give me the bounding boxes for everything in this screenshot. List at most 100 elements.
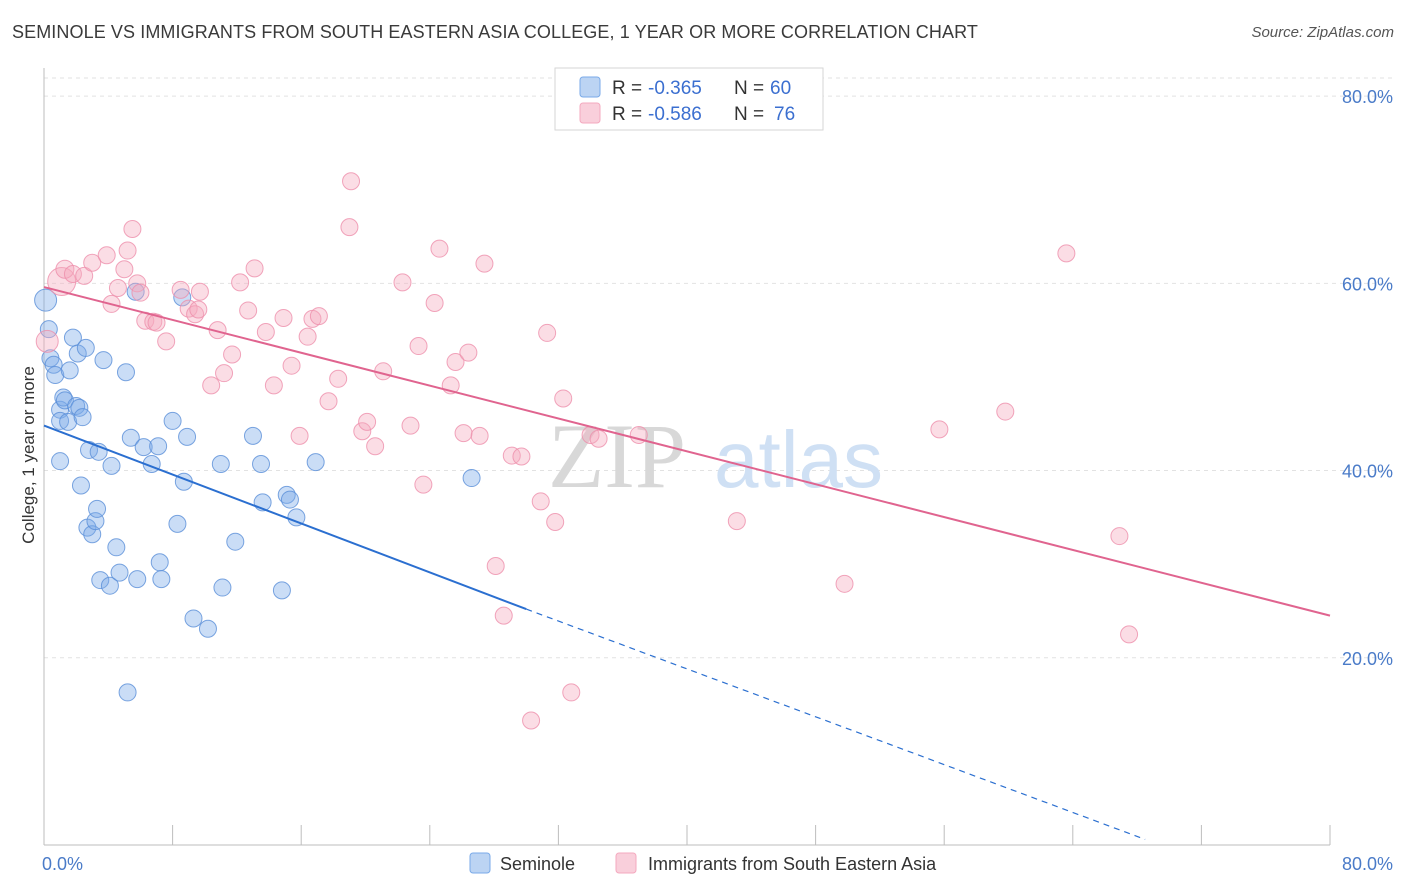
point-immigrants-76 <box>1110 527 1129 546</box>
trend-line-immigrants <box>43 286 1331 617</box>
point-immigrants-59 <box>494 606 513 625</box>
point-immigrants-55 <box>459 343 478 362</box>
legend: R = -0.365 N = 60 R = -0.586 N = 76 <box>554 67 824 131</box>
point-seminole-39 <box>150 553 169 572</box>
trend-line-seminole <box>43 424 527 611</box>
point-immigrants-75 <box>1057 244 1076 263</box>
point-immigrants-27 <box>231 273 250 292</box>
point-seminole-4 <box>46 366 65 385</box>
point-immigrants-62 <box>522 711 541 730</box>
point-immigrants-72 <box>835 574 854 593</box>
legend-n-label-2: N = <box>734 104 764 125</box>
point-immigrants-6 <box>97 246 116 265</box>
trend-lines <box>43 286 1331 840</box>
point-immigrants-30 <box>256 322 275 341</box>
point-immigrants-74 <box>996 402 1015 421</box>
point-seminole-32 <box>118 683 137 702</box>
point-immigrants-42 <box>353 422 372 441</box>
point-immigrants-32 <box>274 308 293 327</box>
y-tick-labels: 20.0% 40.0% 60.0% 80.0% <box>1342 87 1393 669</box>
point-seminole-26 <box>94 351 113 370</box>
point-seminole-59 <box>462 469 481 488</box>
point-immigrants-57 <box>475 254 494 273</box>
point-immigrants-17 <box>157 332 176 351</box>
point-immigrants-26 <box>223 345 242 364</box>
point-seminole-0 <box>34 288 58 312</box>
grid-lines <box>44 77 1393 659</box>
point-seminole-50 <box>226 532 245 551</box>
point-seminole-15 <box>70 398 89 417</box>
point-seminole-35 <box>128 570 147 589</box>
point-seminole-45 <box>178 427 197 446</box>
point-immigrants-16 <box>147 313 166 332</box>
legend-r-value-2: -0.586 <box>648 104 702 125</box>
point-immigrants-47 <box>401 416 420 435</box>
point-immigrants-64 <box>538 323 557 342</box>
point-immigrants-22 <box>190 282 209 301</box>
point-seminole-42 <box>168 514 187 533</box>
point-seminole-47 <box>198 619 217 638</box>
bottom-legend-label-immigrants: Immigrants from South Eastern Asia <box>648 854 937 874</box>
point-immigrants-1 <box>47 266 77 296</box>
point-immigrants-4 <box>75 266 94 285</box>
point-immigrants-23 <box>202 376 221 395</box>
point-seminole-43 <box>173 288 192 307</box>
point-immigrants-9 <box>115 260 134 279</box>
point-immigrants-25 <box>215 364 234 383</box>
point-immigrants-3 <box>63 264 82 283</box>
x-tick-label-max: 80.0% <box>1342 854 1393 874</box>
y-tick-label-20: 20.0% <box>1342 649 1393 669</box>
point-seminole-29 <box>107 538 126 557</box>
point-immigrants-56 <box>470 426 489 445</box>
bottom-legend-label-seminole: Seminole <box>500 854 575 874</box>
point-immigrants-58 <box>486 557 505 576</box>
point-immigrants-0 <box>35 329 59 353</box>
point-seminole-10 <box>59 412 78 431</box>
point-immigrants-29 <box>245 259 264 278</box>
legend-swatch-seminole <box>579 76 601 98</box>
point-immigrants-50 <box>425 293 444 312</box>
point-immigrants-38 <box>319 392 338 411</box>
point-seminole-49 <box>213 578 232 597</box>
watermark-atlas: atlas <box>714 415 883 504</box>
point-seminole-33 <box>121 428 140 447</box>
point-immigrants-44 <box>366 437 385 456</box>
trend-line-extension-seminole <box>526 608 1146 840</box>
point-seminole-9 <box>55 391 74 410</box>
point-immigrants-66 <box>554 389 573 408</box>
bottom-legend-swatch-seminole <box>469 852 491 874</box>
legend-r-label-2: R = <box>612 104 642 125</box>
point-immigrants-2 <box>55 259 75 279</box>
point-immigrants-37 <box>309 307 328 326</box>
point-seminole-16 <box>71 476 90 495</box>
point-immigrants-46 <box>393 273 412 292</box>
legend-n-value-1: 60 <box>770 78 791 99</box>
point-immigrants-11 <box>123 220 142 239</box>
point-seminole-36 <box>134 438 153 457</box>
y-axis-label: College, 1 year or more <box>19 366 38 544</box>
point-immigrants-40 <box>340 218 359 237</box>
legend-r-value-1: -0.365 <box>648 78 702 99</box>
point-seminole-58 <box>306 453 325 472</box>
point-seminole-54 <box>272 581 291 600</box>
legend-n-value-2: 76 <box>774 104 795 125</box>
y-tick-label-60: 60.0% <box>1342 274 1393 294</box>
bottom-legend-swatch-immigrants <box>615 852 637 874</box>
watermark: ZIP atlas <box>548 405 883 507</box>
point-immigrants-35 <box>298 327 317 346</box>
point-seminole-25 <box>91 571 110 590</box>
point-immigrants-49 <box>414 475 433 494</box>
point-seminole-8 <box>54 388 73 407</box>
point-immigrants-12 <box>128 274 147 293</box>
point-immigrants-10 <box>118 241 137 260</box>
legend-r-label-1: R = <box>612 78 642 99</box>
point-seminole-1 <box>39 320 58 339</box>
point-seminole-30 <box>110 563 129 582</box>
point-immigrants-5 <box>83 253 102 272</box>
point-immigrants-65 <box>546 513 565 532</box>
point-immigrants-18 <box>171 280 190 299</box>
point-seminole-28 <box>102 456 121 475</box>
point-immigrants-51 <box>430 239 449 258</box>
point-immigrants-61 <box>512 447 531 466</box>
